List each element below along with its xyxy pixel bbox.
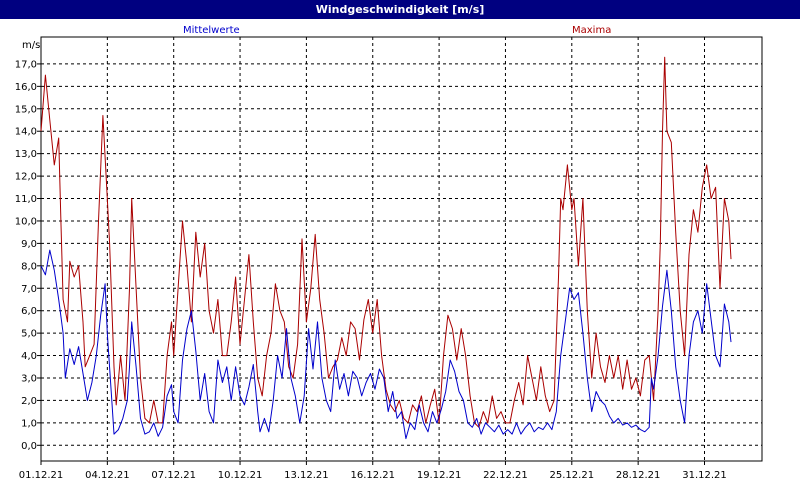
x-tick-label: 28.12.21 [616,470,661,481]
legend-entry-maxima: Maxima [572,25,611,36]
x-tick-label: 01.12.21 [19,470,64,481]
x-tick-label: 16.12.21 [350,470,395,481]
y-tick-label: 3,0 [21,373,37,384]
x-tick-label: 07.12.21 [151,470,196,481]
y-tick-label: 16,0 [15,82,37,93]
y-tick-label: 11,0 [15,194,37,205]
y-tick-label: 7,0 [21,284,37,295]
legend-label-maxima: Maxima [572,25,612,36]
window-title-bar: Windgeschwindigkeit [m/s] [0,0,800,19]
y-tick-label: 15,0 [15,104,37,115]
x-tick-label: 04.12.21 [85,470,130,481]
x-tick-label: 19.12.21 [417,470,462,481]
window-title: Windgeschwindigkeit [m/s] [315,3,485,16]
x-tick-label: 13.12.21 [284,470,329,481]
y-tick-label: 6,0 [21,306,37,317]
x-tick-label: 25.12.21 [550,470,595,481]
y-tick-label: 13,0 [15,149,37,160]
x-tick-label: 22.12.21 [483,470,528,481]
x-tick-label: 10.12.21 [218,470,263,481]
y-tick-label: 17,0 [15,59,37,70]
x-tick-label: 31.12.21 [682,470,727,481]
plot-border [40,36,763,462]
series-line-mittelwerte [40,249,732,440]
plot-frame [40,36,763,462]
series-lines [40,56,732,440]
y-tick-label: 2,0 [21,396,37,407]
series-line-maxima [40,56,732,428]
y-tick-label: 8,0 [21,261,37,272]
legend-label-mittelwerte: Mittelwerte [183,25,240,36]
y-tick-label: 5,0 [21,329,37,340]
y-tick-label: 0,0 [21,441,37,452]
legend-entry-mittelwerte: Mittelwerte [183,25,240,36]
y-tick-label: 9,0 [21,239,37,250]
y-tick-label: 12,0 [15,172,37,183]
x-axis-ticks: 01.12.21 04.12.21 07.12.21 10.12.21 13.12.21… [19,461,727,481]
y-tick-label: 10,0 [15,216,37,227]
y-tick-label: 1,0 [21,418,37,429]
y-axis-ticks: 0,0 1,0 2,0 3,0 4,0 5,0 6,0 7,0 8,0 9,0 10,0 11,0 12… [15,59,41,452]
y-tick-label: 14,0 [15,127,37,138]
y-tick-label: 4,0 [21,351,37,362]
grid-lines [41,37,762,461]
y-axis-unit-label: m/s [22,40,41,51]
